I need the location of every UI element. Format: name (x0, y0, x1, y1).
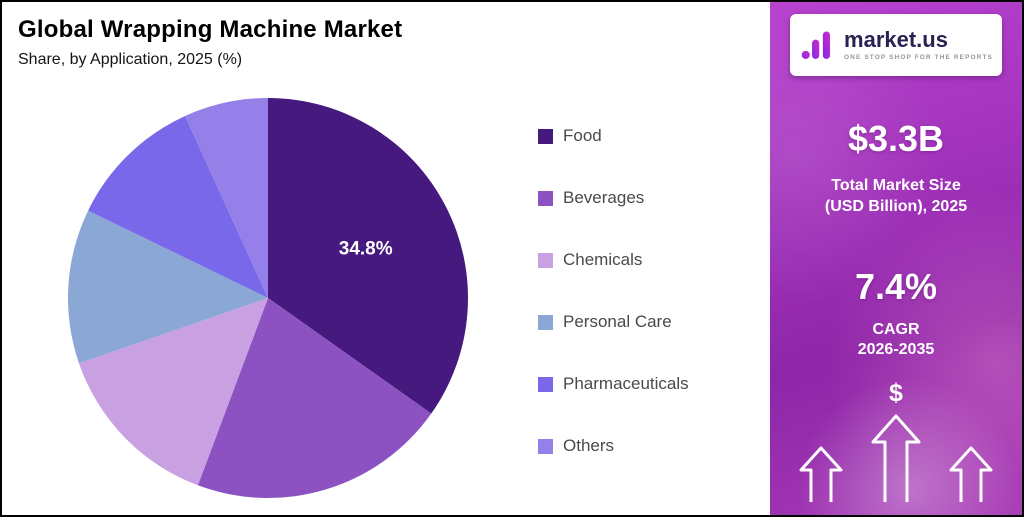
pie-slice-others (185, 98, 268, 298)
logo-text-block: market.us ONE STOP SHOP FOR THE REPORTS (844, 27, 993, 62)
market-size-caption: Total Market Size (USD Billion), 2025 (825, 176, 967, 218)
legend-label: Chemicals (563, 250, 643, 269)
pie-slice-beverages (197, 298, 432, 499)
legend-swatch (538, 128, 553, 144)
legend-label: Pharmaceuticals (563, 374, 689, 393)
legend-swatch (538, 190, 553, 206)
legend-swatch (538, 438, 553, 454)
legend-item: Beverages (538, 188, 689, 208)
legend-label: Others (563, 436, 615, 455)
legend-item: Personal Care (538, 312, 689, 332)
brand-logo-card: market.us ONE STOP SHOP FOR THE REPORTS (790, 14, 1002, 76)
pie-slice-personal-care (68, 210, 268, 364)
legend-label: Beverages (563, 188, 645, 207)
legend-label: Personal Care (563, 312, 672, 331)
legend-item: Chemicals (538, 250, 689, 270)
page-title: Global Wrapping Machine Market (18, 16, 403, 43)
legend-swatch (538, 252, 553, 268)
chart-header: Global Wrapping Machine Market Share, by… (2, 2, 770, 69)
market-size-value: $3.3B (847, 118, 945, 159)
pie-slice-food (268, 98, 468, 414)
brand-name: market.us (844, 27, 948, 52)
stats-side-panel: market.us ONE STOP SHOP FOR THE REPORTS … (770, 2, 1022, 515)
legend-label: Food (563, 126, 602, 145)
up-arrow-left-icon (799, 446, 843, 503)
marketus-logo-icon (801, 31, 831, 59)
market-size-caption-line2: (USD Billion), 2025 (824, 197, 968, 215)
cagr-value: 7.4% (854, 265, 938, 307)
pie-slice-pharmaceuticals (88, 115, 269, 298)
legend-item: Pharmaceuticals (538, 374, 689, 394)
chart-subtitle: Share, by Application, 2025 (%) (18, 51, 243, 68)
market-size-caption-line1: Total Market Size (831, 177, 961, 194)
legend-item: Others (538, 436, 689, 456)
dollar-symbol: $ (889, 379, 903, 408)
up-arrow-right-icon (949, 446, 993, 503)
pie-slice-chemicals (78, 298, 269, 486)
cagr-caption-line1: CAGR (872, 320, 920, 338)
cagr-caption: CAGR 2026-2035 (858, 320, 935, 362)
growth-arrows (799, 414, 993, 503)
pie-slice-value-label: 34.8% (339, 238, 393, 259)
chart-panel: Global Wrapping Machine Market Share, by… (2, 2, 770, 515)
legend-swatch (538, 314, 553, 330)
brand-tagline: ONE STOP SHOP FOR THE REPORTS (844, 54, 993, 61)
pie-chart: 34.8% (68, 98, 468, 499)
legend-item: Food (538, 126, 689, 146)
chart-legend: Food Beverages Chemicals Personal Care P… (538, 126, 689, 456)
up-arrow-center-icon (871, 414, 921, 503)
cagr-caption-line2: 2026-2035 (857, 341, 935, 359)
legend-swatch (538, 376, 553, 392)
pie-chart-area: 34.8% (58, 88, 478, 508)
